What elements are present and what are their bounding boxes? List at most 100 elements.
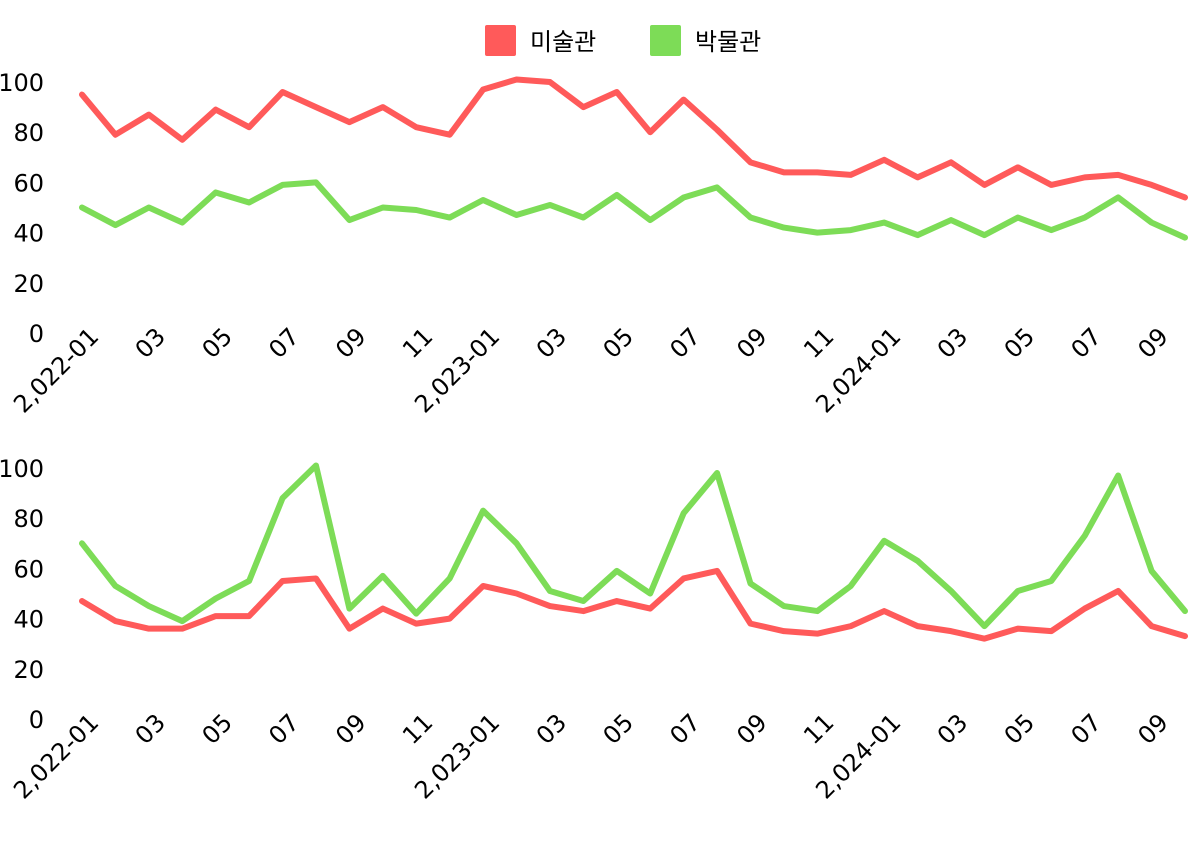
- data-point: [1016, 589, 1019, 592]
- data-point: [248, 126, 251, 129]
- data-point: [950, 219, 953, 222]
- data-point: [281, 497, 284, 500]
- data-point: [314, 106, 317, 109]
- data-point: [682, 512, 685, 515]
- data-point: [1016, 166, 1019, 169]
- data-point: [448, 617, 451, 620]
- data-point: [281, 183, 284, 186]
- data-point: [381, 206, 384, 209]
- y-tick-label: 80: [13, 119, 44, 147]
- data-point: [415, 209, 418, 212]
- data-point: [348, 121, 351, 124]
- data-point: [649, 592, 652, 595]
- data-point: [1050, 630, 1053, 633]
- legend-item-art-museum[interactable]: 미술관: [485, 25, 596, 56]
- x-tick-label: 03: [130, 708, 171, 749]
- data-point: [615, 600, 618, 603]
- data-point: [749, 161, 752, 164]
- data-point: [950, 161, 953, 164]
- data-point: [1184, 196, 1186, 199]
- data-point: [816, 171, 819, 174]
- data-point: [1083, 534, 1086, 537]
- data-point: [281, 579, 284, 582]
- x-tick-label: 07: [263, 708, 304, 749]
- data-point: [983, 234, 986, 237]
- data-point: [214, 191, 217, 194]
- data-point: [348, 627, 351, 630]
- data-point: [482, 88, 485, 91]
- data-point: [314, 181, 317, 184]
- data-point: [214, 108, 217, 111]
- data-point: [214, 615, 217, 618]
- data-point: [81, 206, 83, 209]
- data-point: [582, 600, 585, 603]
- data-point: [248, 579, 251, 582]
- data-point: [782, 605, 785, 608]
- data-point: [482, 509, 485, 512]
- y-tick-label: 20: [13, 270, 44, 298]
- legend-item-museum[interactable]: 박물관: [650, 25, 761, 56]
- data-point: [649, 219, 652, 222]
- data-point: [1184, 635, 1186, 638]
- data-point: [782, 226, 785, 229]
- x-tick-label: 07: [664, 708, 705, 749]
- x-tick-label: 05: [197, 322, 238, 363]
- data-point: [883, 221, 886, 224]
- data-point: [1050, 229, 1053, 232]
- x-tick-label: 05: [598, 708, 639, 749]
- data-point: [147, 206, 150, 209]
- x-tick-label: 07: [664, 322, 705, 363]
- data-point: [381, 106, 384, 109]
- data-point: [114, 224, 117, 227]
- data-point: [916, 559, 919, 562]
- data-point: [1083, 176, 1086, 179]
- data-point: [716, 186, 719, 189]
- x-tick-label: 11: [397, 708, 438, 749]
- data-point: [248, 615, 251, 618]
- data-point: [1016, 627, 1019, 630]
- data-point: [147, 113, 150, 116]
- data-point: [1016, 216, 1019, 219]
- data-point: [81, 542, 83, 545]
- data-point: [448, 216, 451, 219]
- x-tick-label: 03: [531, 322, 572, 363]
- data-point: [348, 219, 351, 222]
- data-point: [1083, 216, 1086, 219]
- legend-swatch-art-museum: [485, 25, 516, 56]
- data-point: [114, 620, 117, 623]
- data-point: [916, 625, 919, 628]
- data-point: [582, 106, 585, 109]
- data-point: [248, 201, 251, 204]
- data-point: [515, 214, 518, 217]
- legend-swatch-museum: [650, 25, 681, 56]
- data-point: [950, 589, 953, 592]
- data-point: [348, 607, 351, 610]
- x-tick-label: 09: [731, 708, 772, 749]
- data-point: [716, 569, 719, 572]
- data-point: [649, 607, 652, 610]
- data-point: [114, 133, 117, 136]
- x-tick-label: 09: [1132, 708, 1173, 749]
- data-point: [816, 231, 819, 234]
- legend: 미술관 박물관: [485, 25, 761, 56]
- data-point: [816, 632, 819, 635]
- data-point: [1117, 474, 1120, 477]
- data-point: [1150, 183, 1153, 186]
- data-point: [314, 464, 317, 467]
- series-line-1: [79, 179, 1188, 241]
- data-point: [615, 91, 618, 94]
- data-point: [381, 574, 384, 577]
- data-point: [482, 584, 485, 587]
- data-point: [515, 592, 518, 595]
- x-tick-label: 03: [130, 322, 171, 363]
- series-line-0: [79, 567, 1188, 642]
- data-point: [582, 216, 585, 219]
- x-tick-label: 05: [999, 322, 1040, 363]
- data-point: [181, 627, 184, 630]
- data-point: [1150, 625, 1153, 628]
- data-point: [114, 584, 117, 587]
- data-point: [782, 171, 785, 174]
